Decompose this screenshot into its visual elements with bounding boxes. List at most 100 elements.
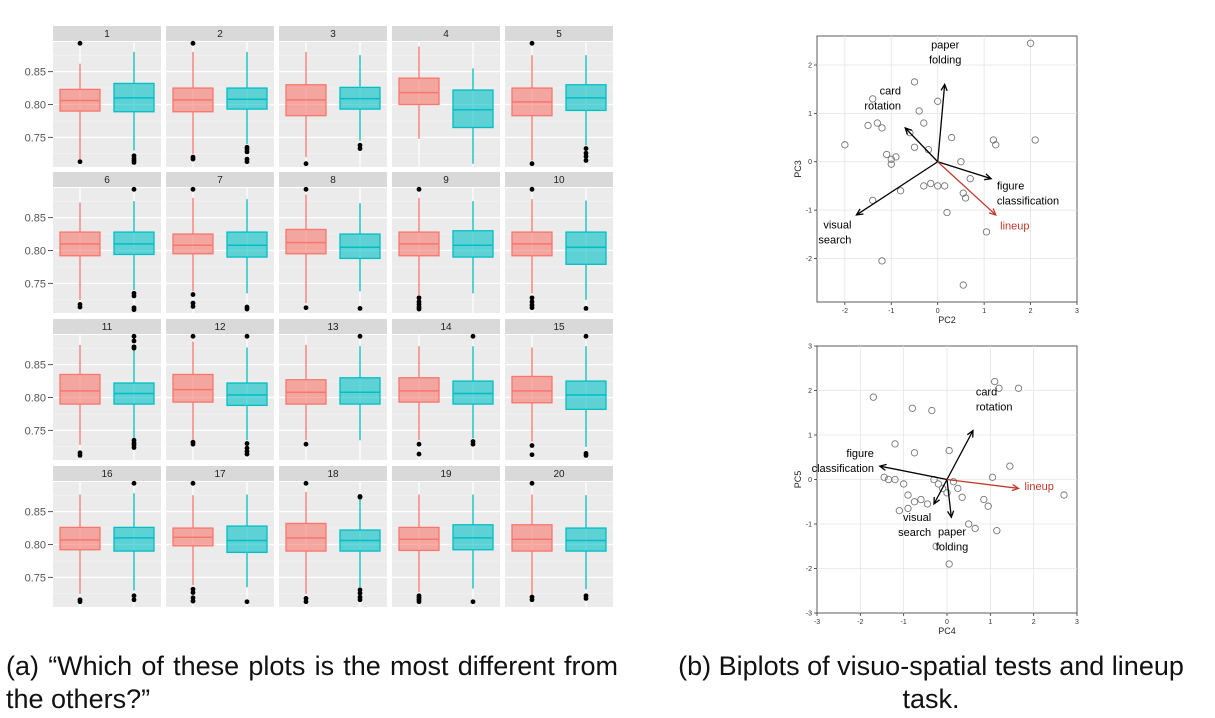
facet-label: 14 <box>440 322 452 333</box>
arrow-label: search <box>818 234 851 246</box>
data-point <box>957 158 965 166</box>
data-point <box>943 208 951 217</box>
outlier-point <box>190 292 196 297</box>
outlier-point <box>529 480 535 486</box>
facet-strip <box>53 466 161 481</box>
box-pink <box>59 526 101 551</box>
outlier-point <box>529 161 535 167</box>
outlier-point <box>303 186 309 192</box>
outlier-point <box>244 445 250 451</box>
facet-strip <box>505 466 613 481</box>
x-tick-label: -2 <box>842 308 848 315</box>
arrow-label: rotation <box>976 402 1013 414</box>
facet-strip <box>505 319 613 334</box>
outlier-point <box>190 441 196 447</box>
y-tick-label: 0.80 <box>25 540 46 552</box>
biplot-pc2-pc3: -2 -1 0 1 2 3 -2 -1 0 1 2 PC2 PC3 paper folding card rot… <box>793 35 1079 325</box>
y-tick-label: 0.80 <box>25 393 46 405</box>
loading-arrow <box>933 479 948 505</box>
outlier-point <box>303 480 309 486</box>
data-point <box>934 480 942 488</box>
outlier-point <box>583 596 589 601</box>
facet-panel-13: 13 <box>279 319 387 460</box>
outlier-point <box>190 156 196 162</box>
outlier-point <box>583 158 589 163</box>
caption-a: (a) “Which of these plots is the most di… <box>6 651 618 714</box>
y-tick-label: 0.85 <box>25 213 46 225</box>
data-point <box>984 502 992 510</box>
data-point <box>841 141 849 149</box>
outlier-point <box>529 452 535 458</box>
arrow-head <box>855 208 864 216</box>
data-point <box>980 495 988 504</box>
loading-arrow <box>937 161 992 180</box>
facet-label: 7 <box>217 175 223 186</box>
y-tick-label: 0.75 <box>25 572 46 584</box>
outlier-point <box>303 599 309 605</box>
x-tick-label: -3 <box>814 619 820 626</box>
outlier-point <box>416 186 422 192</box>
arrow-label: paper <box>938 526 966 538</box>
y-tick-label: 0 <box>808 159 812 166</box>
data-point <box>910 449 919 457</box>
y-tick-label: 3 <box>808 344 812 351</box>
facet-strip <box>53 319 161 334</box>
facet-panel-14: 14 <box>392 319 500 460</box>
data-point <box>904 504 912 513</box>
outlier-point <box>190 333 196 339</box>
facet-label: 19 <box>440 469 452 480</box>
outlier-point <box>357 333 363 339</box>
outlier-point <box>303 161 309 167</box>
loading-arrow <box>856 161 939 216</box>
arrow-head <box>947 510 955 519</box>
box-teal <box>226 525 268 554</box>
outlier-point <box>244 333 250 339</box>
y-tick-label: -1 <box>806 208 812 215</box>
outlier-point <box>131 593 137 599</box>
outlier-point <box>529 443 535 448</box>
data-point <box>1026 39 1035 47</box>
y-tick-label: -1 <box>806 522 812 529</box>
arrow-label: folding <box>936 541 968 553</box>
facet-panel-11: 11 <box>53 319 161 460</box>
outlier-point <box>529 40 535 46</box>
y-tick-label: 1 <box>808 111 812 118</box>
outlier-point <box>190 186 196 192</box>
outlier-point <box>357 587 363 593</box>
facet-panel-8: 8 <box>279 172 387 313</box>
facet-panel-16: 16 <box>53 466 161 607</box>
facet-strip <box>166 466 274 481</box>
data-point <box>971 524 979 533</box>
facet-label: 13 <box>327 322 339 333</box>
facet-panel-2: 2 <box>166 26 274 167</box>
facet-label: 16 <box>101 469 113 480</box>
arrow-label: rotation <box>864 101 901 113</box>
facet-strip <box>166 26 274 41</box>
outlier-point <box>416 441 422 447</box>
outlier-point <box>190 480 196 486</box>
data-point <box>923 500 932 508</box>
arrow-label: lineup <box>1024 481 1053 493</box>
box-teal <box>452 89 494 129</box>
outlier-point <box>470 441 476 447</box>
outlier-point <box>131 333 137 339</box>
outlier-point <box>583 452 589 458</box>
x-tick-label: 0 <box>936 308 940 315</box>
box-pink <box>511 524 553 552</box>
data-point <box>1031 136 1039 144</box>
facet-label: 20 <box>553 469 565 480</box>
arrow-label: figure <box>846 448 874 460</box>
arrow-label: classification <box>812 463 874 475</box>
data-point <box>958 493 966 501</box>
data-point <box>895 506 903 515</box>
data-point <box>900 480 908 488</box>
y-tick-label: -2 <box>806 256 812 263</box>
arrow-head <box>904 126 913 135</box>
outlier-point <box>244 159 250 165</box>
box-teal <box>452 230 494 258</box>
data-point <box>992 141 1000 149</box>
arrow-head <box>878 463 887 471</box>
x-tick-label: 3 <box>1075 308 1079 315</box>
facet-panel-17: 17 <box>166 466 274 607</box>
y-tick-label: 0.75 <box>25 425 46 437</box>
